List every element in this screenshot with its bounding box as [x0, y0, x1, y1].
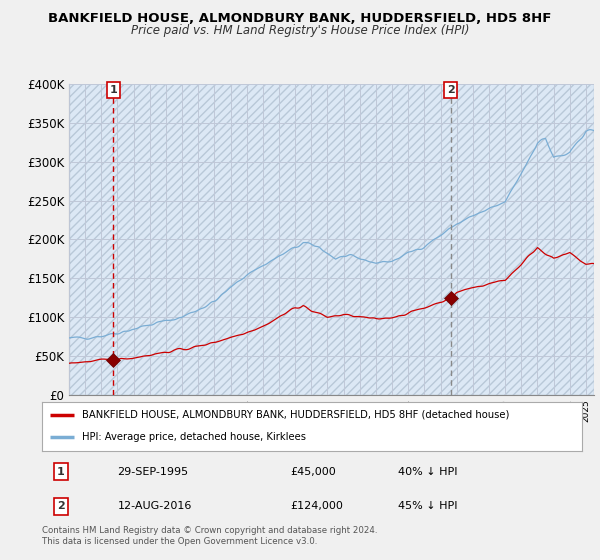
Text: BANKFIELD HOUSE, ALMONDBURY BANK, HUDDERSFIELD, HD5 8HF (detached house): BANKFIELD HOUSE, ALMONDBURY BANK, HUDDER…: [83, 410, 510, 420]
Text: £45,000: £45,000: [290, 466, 336, 477]
Text: 2: 2: [57, 501, 65, 511]
Text: 40% ↓ HPI: 40% ↓ HPI: [398, 466, 458, 477]
Text: BANKFIELD HOUSE, ALMONDBURY BANK, HUDDERSFIELD, HD5 8HF: BANKFIELD HOUSE, ALMONDBURY BANK, HUDDER…: [49, 12, 551, 25]
Text: £124,000: £124,000: [290, 501, 343, 511]
Text: 1: 1: [110, 85, 117, 95]
Text: 2: 2: [446, 85, 454, 95]
Text: HPI: Average price, detached house, Kirklees: HPI: Average price, detached house, Kirk…: [83, 432, 307, 442]
Text: Price paid vs. HM Land Registry's House Price Index (HPI): Price paid vs. HM Land Registry's House …: [131, 24, 469, 36]
Text: Contains HM Land Registry data © Crown copyright and database right 2024.
This d: Contains HM Land Registry data © Crown c…: [42, 526, 377, 546]
Text: 45% ↓ HPI: 45% ↓ HPI: [398, 501, 458, 511]
Text: 12-AUG-2016: 12-AUG-2016: [118, 501, 192, 511]
Text: 1: 1: [57, 466, 65, 477]
Text: 29-SEP-1995: 29-SEP-1995: [118, 466, 189, 477]
